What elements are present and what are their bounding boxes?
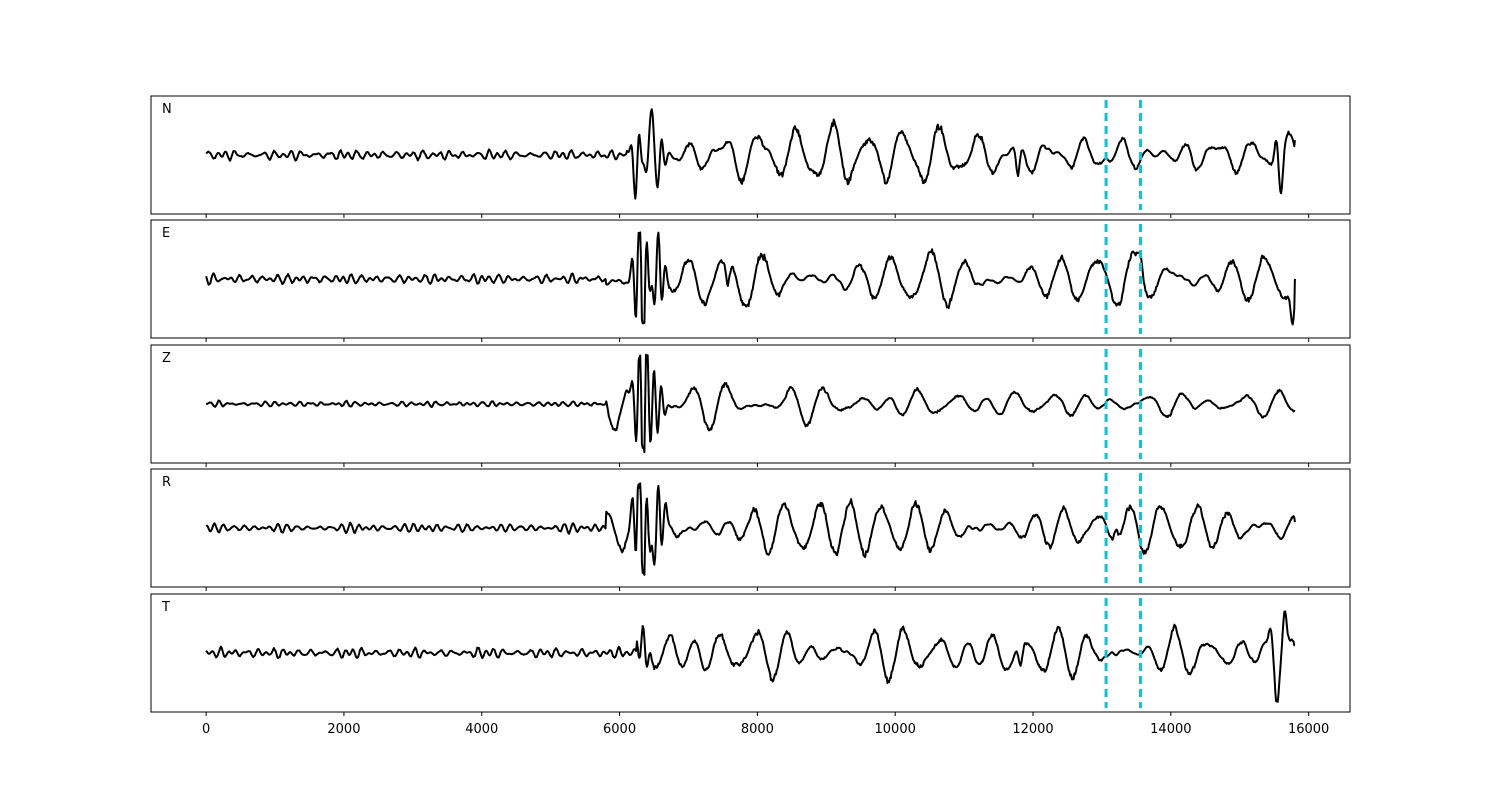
plot-area: N E Z R T xyxy=(150,95,1351,716)
channel-label: R xyxy=(162,475,171,490)
x-tick-label: 6000 xyxy=(603,722,636,737)
axes-frame xyxy=(150,219,1351,339)
waveform-trace xyxy=(205,108,1296,200)
channel-label: E xyxy=(162,226,170,241)
x-tick-label: 12000 xyxy=(1012,722,1053,737)
panel-e: E xyxy=(150,219,1351,342)
waveform-trace xyxy=(205,353,1296,454)
x-tick-label: 2000 xyxy=(327,722,360,737)
axes-frame xyxy=(150,344,1351,464)
panel-t: T xyxy=(150,593,1351,716)
x-axis: 0 2000 4000 6000 8000 10000 12000 14000 16000 xyxy=(202,722,1329,737)
waveform-trace xyxy=(205,482,1296,576)
x-tick-label: 4000 xyxy=(465,722,498,737)
panel-n: N xyxy=(150,95,1351,218)
channel-label: T xyxy=(161,600,170,615)
x-tick-label: 14000 xyxy=(1150,722,1191,737)
waveform-trace xyxy=(205,610,1296,703)
waveform-trace xyxy=(205,231,1296,326)
x-tick-label: 16000 xyxy=(1288,722,1329,737)
channel-label: Z xyxy=(162,351,171,366)
axes-frame xyxy=(150,593,1351,713)
axes-frame xyxy=(150,468,1351,588)
axes-frame xyxy=(150,95,1351,215)
x-tick-label: 8000 xyxy=(741,722,774,737)
x-tick-label: 0 xyxy=(202,722,210,737)
panel-z: Z xyxy=(150,344,1351,467)
panel-r: R xyxy=(150,468,1351,591)
channel-label: N xyxy=(162,102,172,117)
x-tick-label: 10000 xyxy=(875,722,916,737)
